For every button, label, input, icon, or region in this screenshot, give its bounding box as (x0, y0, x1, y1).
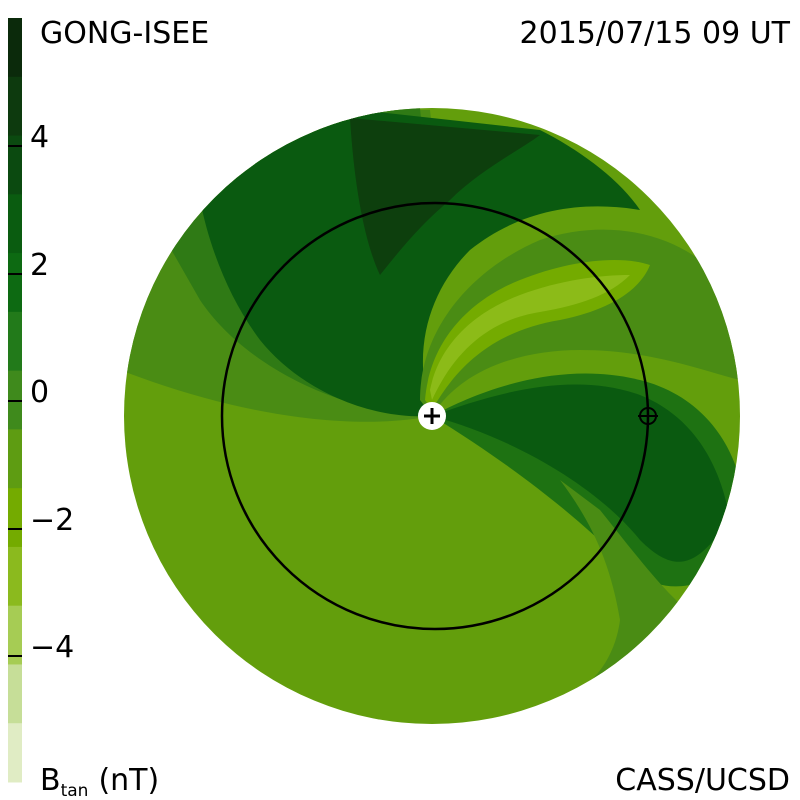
colorbar-segment (8, 605, 22, 665)
source-label: GONG-ISEE (40, 16, 209, 51)
earth-circle-plus-icon (638, 406, 658, 426)
colorbar-segment (8, 311, 22, 372)
region-strong-negative-upper-right (430, 275, 630, 400)
colorbar-segment (8, 18, 22, 78)
colorbar-segment (8, 546, 22, 607)
colorbar-segment (8, 253, 22, 313)
region-near-zero-upper-right (420, 229, 740, 416)
tick-label: 4 (30, 120, 49, 155)
colorbar-segment (8, 76, 22, 137)
colorbar-ticks: 4 2 0 −2 −4 (8, 120, 74, 665)
sun-plus-icon (418, 402, 446, 430)
tick-label: 2 (30, 248, 49, 283)
tick-label: −4 (30, 630, 74, 665)
colorbar-segment (8, 664, 22, 724)
region-very-positive-top (350, 118, 540, 275)
credit-label: CASS/UCSD (615, 763, 790, 798)
colorbar-segment (8, 429, 22, 489)
colorbar-segment (8, 194, 22, 254)
tick-label: −2 (30, 503, 74, 538)
tick-label: 0 (30, 375, 49, 410)
colorbar-segment (8, 135, 22, 195)
region-strong-positive-right (432, 384, 730, 562)
quantity-label: Btan (nT) (40, 763, 159, 800)
colorbar-segment (8, 723, 22, 783)
region-strong-positive-top (200, 110, 640, 417)
colorbar-segment (8, 488, 22, 548)
timestamp-label: 2015/07/15 09 UT (520, 16, 791, 51)
